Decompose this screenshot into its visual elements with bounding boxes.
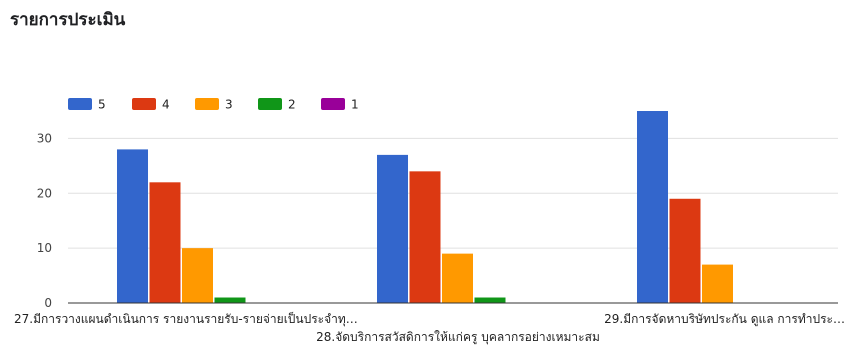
legend-item-2[interactable]: 2 xyxy=(258,98,296,112)
category-label-2: 28.จัดบริการสวัสดิการให้แก่ครู บุคลากรอย… xyxy=(316,330,600,345)
x-axis-categories: 27.มีการวางแผนดำเนินการ รายงานรายรับ-ราย… xyxy=(14,311,845,345)
legend-swatch xyxy=(68,98,92,110)
bar-3-cat-1[interactable] xyxy=(182,248,213,303)
bars xyxy=(117,111,733,303)
legend-label: 1 xyxy=(351,98,359,112)
bar-5-cat-1[interactable] xyxy=(117,149,148,303)
bar-5-cat-3[interactable] xyxy=(637,111,668,303)
legend-swatch xyxy=(132,98,156,110)
y-tick-label: 20 xyxy=(37,186,52,200)
legend-item-5[interactable]: 5 xyxy=(68,98,106,112)
legend-swatch xyxy=(195,98,219,110)
legend-item-1[interactable]: 1 xyxy=(321,98,359,112)
bar-5-cat-2[interactable] xyxy=(377,154,408,303)
y-axis-ticks: 0 10 20 30 xyxy=(37,131,52,310)
legend-item-3[interactable]: 3 xyxy=(195,98,233,112)
legend-label: 3 xyxy=(225,98,233,112)
y-tick-label: 10 xyxy=(37,241,52,255)
legend[interactable]: 5 4 3 2 1 xyxy=(68,98,359,112)
legend-label: 5 xyxy=(98,98,106,112)
y-tick-label: 30 xyxy=(37,131,52,145)
bar-4-cat-3[interactable] xyxy=(669,198,701,303)
bar-3-cat-3[interactable] xyxy=(702,264,733,303)
legend-label: 4 xyxy=(162,98,170,112)
legend-item-4[interactable]: 4 xyxy=(132,98,170,112)
legend-label: 2 xyxy=(288,98,296,112)
bar-4-cat-1[interactable] xyxy=(149,182,181,303)
y-tick-label: 0 xyxy=(44,296,52,310)
category-label-1: 27.มีการวางแผนดำเนินการ รายงานรายรับ-ราย… xyxy=(14,311,358,327)
category-label-3: 29.มีการจัดหาบริษัทประกัน ดูแล การทำประ… xyxy=(604,312,845,327)
legend-swatch xyxy=(321,98,345,110)
bar-4-cat-2[interactable] xyxy=(409,171,441,303)
gridlines xyxy=(68,137,838,249)
chart-title: รายการประเมิน xyxy=(10,10,126,30)
bar-2-cat-2[interactable] xyxy=(474,297,506,303)
bar-2-cat-1[interactable] xyxy=(214,297,246,303)
legend-swatch xyxy=(258,98,282,110)
bar-3-cat-2[interactable] xyxy=(442,253,473,303)
